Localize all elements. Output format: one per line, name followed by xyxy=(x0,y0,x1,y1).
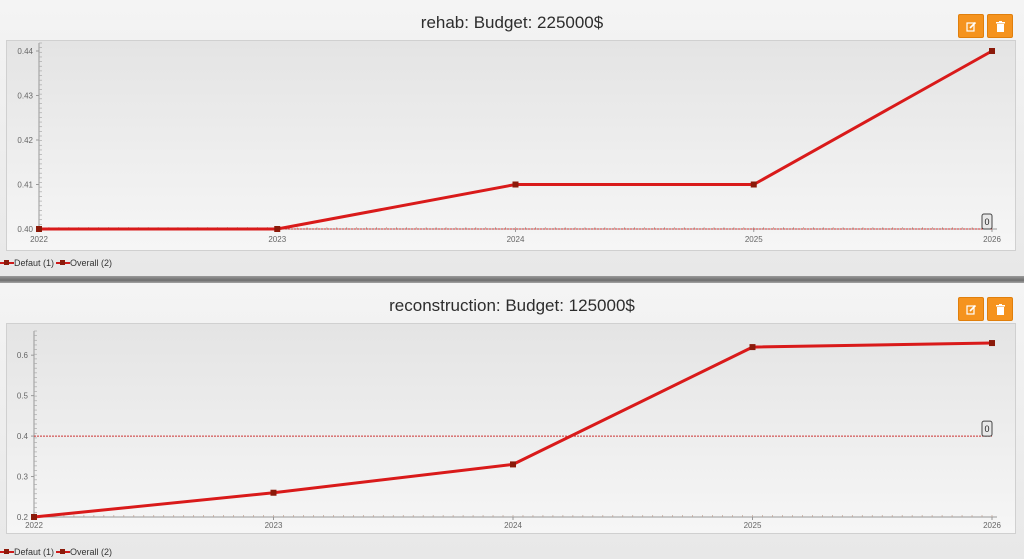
legend-item[interactable]: Overall (2) xyxy=(56,258,112,268)
legend-item[interactable]: Overall (2) xyxy=(56,547,112,557)
legend-swatch xyxy=(0,548,14,556)
x-tick-label: 2026 xyxy=(983,521,1001,530)
legend-swatch xyxy=(56,259,71,267)
x-tick-label: 2022 xyxy=(30,235,48,244)
data-point xyxy=(270,489,277,496)
edit-icon xyxy=(965,304,976,315)
x-tick-label: 2025 xyxy=(744,521,762,530)
chart-title: rehab: Budget: 225000$ xyxy=(420,13,604,32)
chart-panel-rehab: rehab: Budget: 225000$ 0.40 0.41 0.42 0.43 0… xyxy=(0,0,1024,276)
y-tick-label: 0.2 xyxy=(17,513,29,522)
x-tick-label: 2023 xyxy=(265,521,283,530)
x-tick-label: 2022 xyxy=(25,521,43,530)
edit-button[interactable] xyxy=(958,14,984,38)
y-tick-label: 0.4 xyxy=(17,432,29,441)
y-tick-label: 0.41 xyxy=(17,181,33,190)
edit-icon xyxy=(965,21,976,32)
plot-area xyxy=(6,40,1016,251)
data-point xyxy=(31,514,37,520)
y-tick-label: 0.42 xyxy=(17,136,33,145)
legend-item[interactable]: Defaut (1) xyxy=(0,258,54,268)
threshold-label-box xyxy=(981,420,993,437)
trash-icon xyxy=(995,20,1005,32)
data-point xyxy=(750,181,757,188)
y-tick-label: 0.44 xyxy=(17,47,33,56)
legend-label: Defaut (1) xyxy=(14,547,55,557)
chart-panel-reconstruction: reconstruction: Budget: 125000$ 0.2 0.3 0.… xyxy=(0,283,1024,559)
line-chart: 0.40 0.41 0.42 0.43 0.44 2022 2023 2024 2025 2026… xyxy=(17,42,1001,244)
x-tick-label: 2026 xyxy=(983,235,1001,244)
legend-label: Defaut (1) xyxy=(14,258,55,268)
threshold-label: 0 xyxy=(984,424,989,434)
legend-label: Overall (2) xyxy=(70,258,113,268)
threshold-label: 0 xyxy=(984,217,989,227)
data-point xyxy=(510,461,516,468)
data-point xyxy=(989,48,995,54)
trash-icon xyxy=(995,303,1005,315)
legend-swatch xyxy=(56,548,71,556)
y-tick-label: 0.40 xyxy=(17,225,33,234)
series-line xyxy=(39,49,993,231)
data-point xyxy=(36,226,42,232)
data-point xyxy=(512,181,519,188)
legend-item[interactable]: Defaut (1) xyxy=(0,547,54,557)
y-tick-label: 0.6 xyxy=(17,351,29,360)
chart-title: reconstruction: Budget: 125000$ xyxy=(389,296,635,315)
x-tick-label: 2024 xyxy=(507,235,525,244)
x-tick-label: 2023 xyxy=(268,235,286,244)
x-tick-label: 2024 xyxy=(504,521,522,530)
legend: Defaut (1) Overall (2) xyxy=(0,256,114,270)
threshold-label-box xyxy=(981,213,993,230)
y-tick-label: 0.43 xyxy=(17,92,33,101)
legend-swatch xyxy=(0,259,14,267)
data-point xyxy=(749,344,756,351)
legend: Defaut (1) Overall (2) xyxy=(0,545,114,559)
panel-divider xyxy=(0,276,1024,283)
delete-button[interactable] xyxy=(987,14,1013,38)
line-chart: 0.2 0.3 0.4 0.5 0.6 2022 2023 2024 2025 2026 0 xyxy=(17,330,1001,530)
delete-button[interactable] xyxy=(987,297,1013,321)
plot-area xyxy=(6,323,1016,534)
x-tick-label: 2025 xyxy=(745,235,763,244)
series-line xyxy=(33,341,993,519)
edit-button[interactable] xyxy=(958,297,984,321)
y-tick-label: 0.5 xyxy=(17,392,29,401)
legend-label: Overall (2) xyxy=(70,547,113,557)
y-tick-label: 0.3 xyxy=(17,473,29,482)
data-point xyxy=(274,226,281,232)
data-point xyxy=(989,340,995,347)
